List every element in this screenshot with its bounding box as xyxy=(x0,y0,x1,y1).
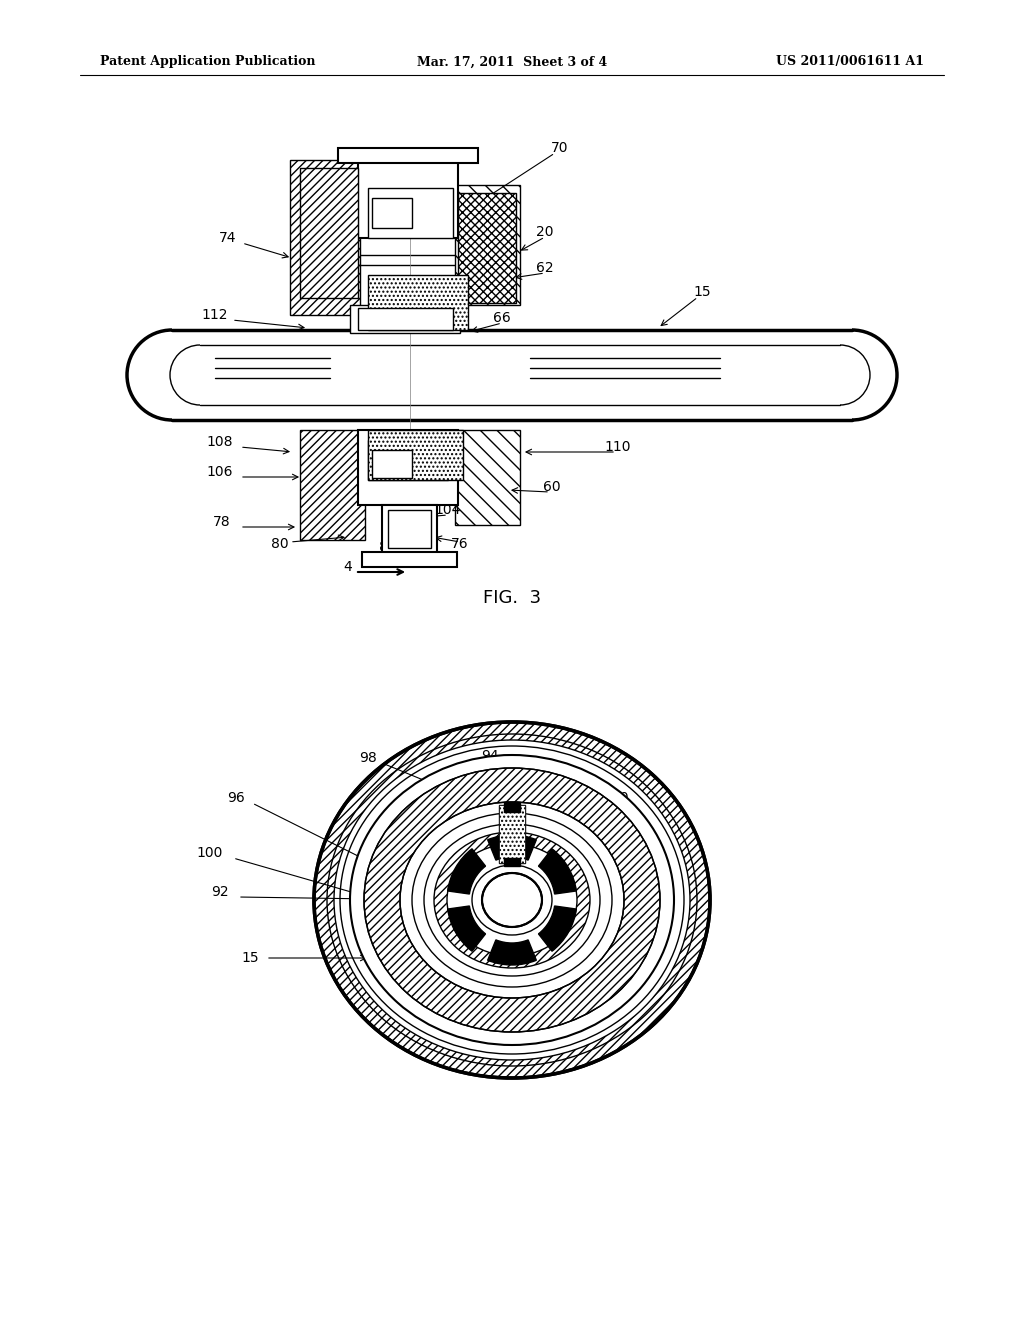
Text: 15: 15 xyxy=(242,950,259,965)
Text: 110: 110 xyxy=(605,440,631,454)
Bar xyxy=(368,187,453,238)
Bar xyxy=(358,308,453,330)
Text: US 2011/0061611 A1: US 2011/0061611 A1 xyxy=(776,55,924,69)
Text: 70: 70 xyxy=(551,141,568,154)
Text: Mar. 17, 2011  Sheet 3 of 4: Mar. 17, 2011 Sheet 3 of 4 xyxy=(417,55,607,69)
Text: 112: 112 xyxy=(202,308,228,322)
Ellipse shape xyxy=(334,741,690,1060)
Bar xyxy=(504,803,520,812)
Ellipse shape xyxy=(314,722,710,1078)
Bar xyxy=(368,430,463,480)
Bar xyxy=(372,198,412,228)
Text: 100: 100 xyxy=(197,846,223,861)
Text: 20: 20 xyxy=(537,224,554,239)
Text: FIG.  4: FIG. 4 xyxy=(483,999,541,1016)
Bar xyxy=(458,193,516,304)
Bar xyxy=(499,805,525,863)
Bar xyxy=(368,275,468,330)
Bar xyxy=(300,168,358,298)
Text: 72: 72 xyxy=(423,195,440,210)
Text: 86: 86 xyxy=(582,818,599,833)
Bar xyxy=(382,506,437,554)
Bar xyxy=(368,440,449,480)
Text: 90: 90 xyxy=(582,854,599,869)
Text: 74: 74 xyxy=(219,231,237,246)
Text: 102: 102 xyxy=(579,928,605,942)
Bar xyxy=(362,552,457,568)
Ellipse shape xyxy=(447,843,577,956)
Bar xyxy=(388,510,431,548)
Text: 94: 94 xyxy=(481,748,499,763)
Ellipse shape xyxy=(434,832,590,968)
Text: 60: 60 xyxy=(543,480,561,494)
Text: 58: 58 xyxy=(473,238,490,252)
Text: 76: 76 xyxy=(452,537,469,550)
Text: 84: 84 xyxy=(517,764,535,777)
Text: Patent Application Publication: Patent Application Publication xyxy=(100,55,315,69)
Text: 80: 80 xyxy=(271,537,289,550)
Bar xyxy=(290,160,360,315)
Text: 92: 92 xyxy=(211,884,228,899)
Wedge shape xyxy=(487,836,537,861)
Bar xyxy=(455,430,520,525)
Text: 98: 98 xyxy=(359,751,377,766)
Bar xyxy=(504,858,520,866)
Bar xyxy=(338,148,478,162)
Text: 62: 62 xyxy=(537,261,554,275)
Text: 104: 104 xyxy=(435,503,461,517)
Text: 15: 15 xyxy=(693,285,711,300)
Text: 96: 96 xyxy=(227,791,245,805)
Wedge shape xyxy=(539,849,577,894)
Text: 108: 108 xyxy=(207,436,233,449)
Bar xyxy=(350,305,460,333)
Text: 84: 84 xyxy=(379,540,397,554)
Bar xyxy=(358,430,458,506)
Text: 82: 82 xyxy=(309,187,327,202)
Text: FIG.  3: FIG. 3 xyxy=(483,589,541,607)
Text: 66: 66 xyxy=(494,312,511,325)
Text: 88: 88 xyxy=(582,888,599,903)
Text: 78: 78 xyxy=(213,515,230,529)
Ellipse shape xyxy=(364,768,660,1032)
Bar xyxy=(455,185,520,305)
Wedge shape xyxy=(487,940,537,965)
Wedge shape xyxy=(447,906,485,952)
Text: 4: 4 xyxy=(443,158,453,172)
Ellipse shape xyxy=(482,873,542,927)
Bar xyxy=(499,805,525,863)
Text: 106: 106 xyxy=(207,465,233,479)
Text: 80: 80 xyxy=(611,791,629,805)
Bar xyxy=(372,450,412,478)
Ellipse shape xyxy=(412,813,612,987)
Bar xyxy=(300,430,365,540)
Bar xyxy=(358,158,458,238)
Wedge shape xyxy=(539,906,577,952)
Text: 4: 4 xyxy=(344,560,352,574)
Ellipse shape xyxy=(350,755,674,1045)
Wedge shape xyxy=(447,849,485,894)
Ellipse shape xyxy=(400,803,624,998)
